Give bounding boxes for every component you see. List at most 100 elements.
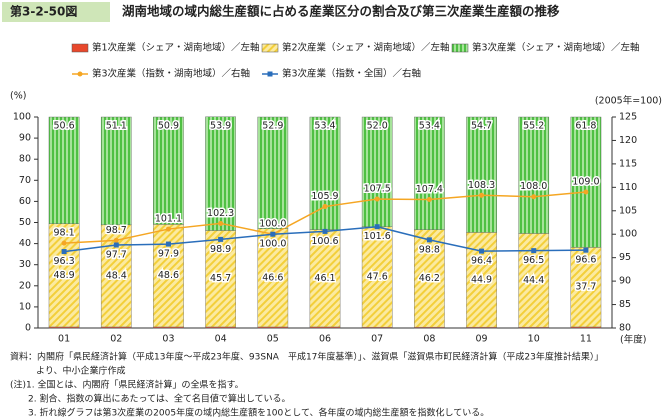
bar-segment — [570, 247, 602, 328]
note: 資料：内閣府「県民経済計算（平成13年度～平成23年度、93SNA 平成17年度… — [10, 351, 603, 363]
legend-label: 第3次産業（指数・全国）／右軸 — [282, 68, 421, 80]
x-tick-label: 11 — [580, 334, 592, 345]
x-tick-label: 01 — [58, 334, 70, 345]
y2-tick-label: 110 — [619, 182, 637, 193]
line-marker — [583, 189, 589, 195]
line-marker — [165, 226, 171, 232]
line-value-label: 97.7 — [106, 250, 127, 261]
y-tick-label: 70 — [19, 175, 31, 186]
legend-marker — [77, 71, 83, 77]
line-value-label: 96.5 — [523, 255, 544, 266]
bar-value-label: 50.6 — [54, 121, 75, 132]
line-value-label: 96.4 — [471, 256, 492, 267]
x-tick-label: 06 — [319, 334, 331, 345]
bar-value-label: 53.4 — [314, 121, 335, 132]
line-marker — [531, 248, 537, 254]
bar-value-label: 48.9 — [54, 270, 75, 281]
bar-value-label: 53.4 — [419, 121, 440, 132]
line-value-label: 101.6 — [364, 231, 391, 242]
y-tick-label: 20 — [19, 280, 31, 291]
line-marker — [113, 237, 119, 243]
y-tick-label: 60 — [19, 196, 31, 207]
bar-segment — [570, 116, 602, 248]
y-tick-label: 80 — [19, 154, 31, 165]
bar-value-label: 61.8 — [575, 121, 596, 132]
y2-tick-label: 100 — [619, 229, 637, 240]
x-tick-label: 10 — [528, 334, 540, 345]
bar-segment — [466, 116, 497, 233]
line-value-label: 108.3 — [468, 180, 495, 191]
y-tick-label: 10 — [19, 301, 31, 312]
note: より、中小企業庁作成 — [36, 365, 125, 377]
legend-marker — [267, 71, 273, 77]
line-marker — [479, 248, 485, 254]
y2-tick-label: 115 — [619, 158, 637, 169]
bar-segment — [414, 229, 445, 328]
x-tick-label: 09 — [475, 334, 487, 345]
line-value-label: 98.1 — [54, 228, 75, 239]
x-tick-label: 03 — [162, 334, 174, 345]
bar-value-label: 52.9 — [262, 121, 283, 132]
bar-segment — [309, 116, 341, 230]
y2-tick-label: 95 — [619, 252, 631, 263]
bar-value-label: 52.0 — [367, 121, 388, 132]
line-value-label: 107.4 — [416, 184, 443, 195]
legend-label: 第2次産業（シェア・湖南地域）／左軸 — [282, 42, 450, 54]
line-value-label: 101.1 — [155, 214, 182, 225]
bar-value-label: 50.9 — [158, 121, 179, 132]
chart-title: 湖南地域の域内総生産額に占める産業区分の割合及び第三次産業生産額の推移 — [122, 4, 560, 19]
legend-label: 第1次産業（シェア・湖南地域）／左軸 — [92, 42, 260, 54]
bar-segment — [361, 226, 393, 328]
bar-value-label: 46.2 — [419, 273, 440, 284]
y2-tick-label: 120 — [619, 135, 637, 146]
line-value-label: 109.0 — [572, 177, 599, 188]
bar-value-label: 46.1 — [314, 273, 335, 284]
bar-segment — [153, 116, 184, 225]
note: (注)1. 全国とは、内閣府「県民経済計算」の全県を指す。 — [10, 379, 244, 391]
line-marker — [322, 204, 328, 210]
bar-segment — [100, 116, 132, 226]
legend-swatch — [261, 43, 279, 53]
y2-tick-label: 125 — [619, 112, 637, 123]
y2-tick-label: 105 — [619, 205, 637, 216]
line-marker — [479, 192, 485, 198]
bar-value-label: 44.4 — [523, 275, 544, 286]
bar-value-label: 46.6 — [262, 272, 283, 283]
bar-segment — [518, 116, 550, 234]
bar-segment — [309, 229, 341, 328]
bar-segment — [257, 116, 289, 229]
figure-label: 第3-2-50図 — [10, 4, 77, 19]
x-tick-label: 07 — [371, 334, 383, 345]
y-tick-label: 0 — [25, 323, 31, 334]
x-axis-label: (年度) — [620, 334, 646, 346]
y2-tick-label: 85 — [619, 299, 631, 310]
line-marker — [218, 220, 224, 226]
line-value-label: 98.8 — [419, 244, 440, 255]
line-marker — [270, 231, 276, 237]
y-tick-label: 100 — [13, 112, 31, 123]
note: 3. 折れ線グラフは第3次産業の2005年度の域内総生産額を100として、各年度… — [28, 407, 489, 418]
line-value-label: 108.0 — [520, 181, 547, 192]
line-value-label: 98.7 — [106, 225, 127, 236]
line-value-label: 97.9 — [158, 249, 179, 260]
legend-swatch — [451, 43, 469, 53]
y-tick-label: 30 — [19, 259, 31, 270]
x-tick-label: 02 — [110, 334, 122, 345]
line-value-label: 102.3 — [207, 208, 234, 219]
y2-tick-label: 90 — [619, 276, 631, 287]
line-value-label: 107.5 — [364, 184, 391, 195]
figure-label-bg — [2, 2, 110, 22]
line-marker — [165, 241, 171, 247]
y-tick-label: 90 — [19, 133, 31, 144]
line-value-label: 100.0 — [259, 219, 286, 230]
line-marker — [374, 224, 380, 230]
x-tick-label: 04 — [215, 334, 227, 345]
bar-value-label: 37.7 — [575, 282, 596, 293]
legend-label: 第3次産業（シェア・湖南地域）／左軸 — [472, 42, 640, 54]
y-tick-label: 50 — [19, 217, 31, 228]
bar-value-label: 54.7 — [471, 121, 492, 132]
y2-tick-label: 80 — [619, 323, 631, 334]
line-marker — [426, 237, 432, 243]
